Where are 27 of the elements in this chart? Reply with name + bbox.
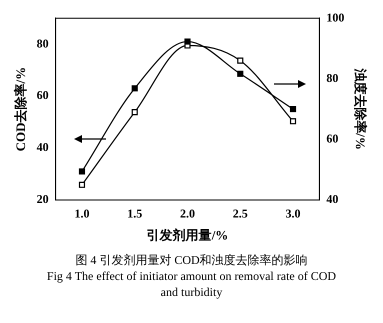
x-tick-label: 1.0: [74, 206, 90, 220]
point: [132, 85, 138, 92]
y2-axis-title: 浊度去除率/%: [352, 67, 368, 150]
point: [290, 118, 296, 124]
x-tick-label: 2.0: [180, 206, 195, 220]
x-tick-label: 2.5: [232, 206, 248, 220]
y-tick-label: 60: [36, 88, 49, 102]
point: [78, 168, 86, 175]
y-tick-label: 40: [36, 140, 49, 154]
y2-tick-label: 80: [326, 70, 338, 85]
x-axis-title: 引发剂用量/%: [146, 228, 228, 243]
y2-tick-label: 60: [326, 131, 338, 146]
point: [184, 38, 191, 45]
point: [237, 58, 244, 64]
point: [237, 70, 244, 77]
y2-tick-label: 100: [326, 10, 344, 24]
x-tick-label: 3.0: [286, 206, 301, 220]
caption: Fig 4 The effect of initiator amount on removal rate of COD and turbidity: [46, 268, 338, 300]
y-axis-title: COD去除率/%: [13, 66, 28, 152]
point: [78, 182, 86, 188]
point: [132, 109, 138, 116]
caption: 图 4 引发剂用量对 COD和浊度去除率的影响: [74, 252, 309, 268]
y2-tick-label: 40: [326, 192, 338, 206]
y-tick-label: 80: [36, 36, 49, 50]
x-tick-label: 1.5: [127, 206, 142, 220]
y-tick-label: 20: [36, 192, 49, 206]
point: [290, 106, 296, 112]
